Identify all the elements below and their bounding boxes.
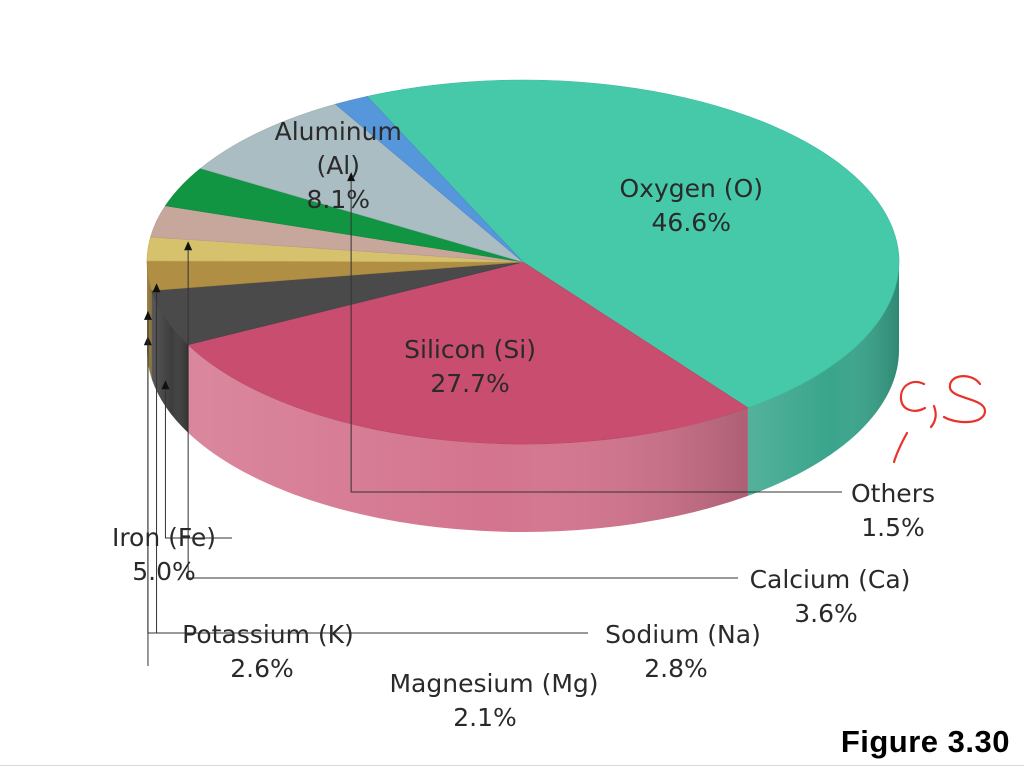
arrow-sodium [152,283,161,293]
figure-caption: Figure 3.30 [840,724,1010,759]
value-sodium: 2.8% [644,654,708,683]
label-iron: Iron (Fe) [112,523,216,552]
pie-top-faces [146,79,900,445]
leader-others [350,181,842,493]
slice-silicon [187,261,749,445]
leader-calcium [187,250,738,579]
label-sodium: Sodium (Na) [605,620,761,649]
value-magnesium: 2.1% [453,703,517,732]
wall-shade-silicon [188,344,748,533]
label-silicon: Silicon (Si) [404,335,536,364]
slice-oxygen [366,79,900,409]
slice-labels: Oxygen (O) 46.6% Silicon (Si) 27.7% Aluminum… [112,117,935,732]
value-oxygen: 46.6% [652,208,731,237]
value-potassium: 2.6% [230,654,294,683]
pie-side-walls [147,262,899,533]
arrow-magnesium [143,310,152,320]
label-leader-lines [143,172,842,666]
label-calcium: Calcium (Ca) [750,565,911,594]
value-silicon: 27.7% [430,369,509,398]
label-oxygen: Oxygen (O) [620,174,764,203]
arrow-others [347,172,356,182]
value-calcium: 3.6% [794,599,858,628]
label-magnesium: Magnesium (Mg) [389,669,598,698]
label-aluminum-line-0: Aluminum [275,117,402,146]
handwritten-annotation [892,375,987,464]
label-others: Others [851,479,935,508]
ink-comma [929,404,937,429]
bottom-divider [0,765,1024,766]
slice-aluminum [199,103,524,263]
value-iron: 5.0% [132,557,196,586]
wall-shade-iron [151,290,189,433]
leader-sodium [156,292,588,634]
ink-letter-c [899,380,927,412]
leader-iron [164,389,232,539]
ink-slash [892,431,909,464]
value-others: 1.5% [861,513,925,542]
wall-shade-oxygen [747,262,899,496]
label-aluminum-line-1: (Al) [316,151,360,180]
label-potassium: Potassium (K) [182,620,354,649]
slice-others [334,96,524,263]
value-aluminum: 8.1% [306,185,370,214]
ink-letter-s [942,375,987,424]
arrow-iron [161,380,170,390]
arrow-calcium [184,241,193,251]
